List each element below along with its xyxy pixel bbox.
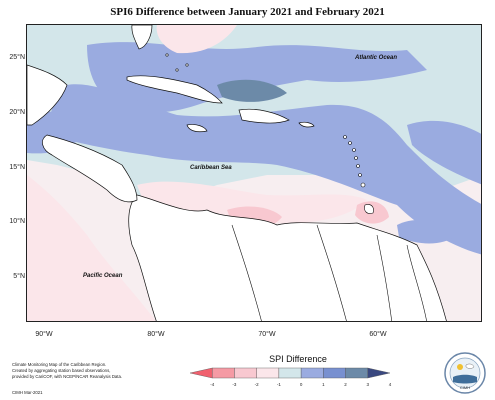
map-title: SPI6 Difference between January 2021 and… [110,6,385,18]
legend-tick-label: 1 [322,382,325,387]
cuba-land [126,75,223,104]
credit-text: Climate Monitoring Map of the Caribbean … [12,362,172,380]
legend-swatch [300,367,324,379]
credit-line-3: provided by CariCOF, with NCEP/NCAR Rean… [12,374,123,379]
lat-tick-10n: 10°N [9,218,25,225]
legend-tick-label: -4 [210,382,215,387]
legend-swatch [345,367,368,379]
label-caribbean-sea: Caribbean Sea [190,165,232,171]
south-america-land [128,194,447,321]
legend-tick-label: -3 [232,382,237,387]
legend-tick-label: -2 [254,382,259,387]
lesser-antilles [165,53,374,214]
lat-tick-15n: 15°N [9,164,25,171]
legend-swatch [212,367,235,379]
positive-zone-east [407,120,481,185]
hispaniola-land [238,108,290,124]
logo-text: CIMH [460,385,470,390]
legend-swatch [323,367,346,379]
credit-line-1: Climate Monitoring Map of the Caribbean … [12,362,107,367]
jamaica-land [186,124,208,133]
legend-swatch [234,367,257,379]
legend-swatch [367,367,391,379]
lat-tick-25n: 25°N [9,54,25,61]
lon-tick-70w: 70°W [258,331,276,338]
map-panel [26,24,482,322]
lon-tick-80w: 80°W [147,331,165,338]
lon-tick-90w: 90°W [35,331,53,338]
positive-zone-guiana [397,219,457,244]
country-borders [231,224,427,321]
lon-tick-60w: 60°W [369,331,387,338]
legend-tick-label: 3 [366,382,370,387]
puerto-rico-land [298,121,315,128]
legend-tick-label: 2 [344,382,347,387]
negative-zone-north [156,25,237,54]
label-pacific-ocean: Pacific Ocean [83,273,123,279]
legend-swatch [189,367,213,379]
lat-tick-20n: 20°N [9,109,25,116]
lat-tick-5n: 5°N [13,273,25,280]
spi-difference-map [27,25,481,321]
florida-land [131,25,153,50]
central-america-land [42,134,138,203]
positive-zone-central [47,84,481,255]
cimh-logo: CIMH [444,352,486,394]
legend-title: SPI Difference [269,354,327,364]
legend-tick-label: 4 [388,382,392,387]
legend-swatch [278,367,302,379]
legend-tick-label: -1 [276,382,281,387]
positive-zone-north [87,42,427,113]
legend-colorbar [189,367,391,379]
negative-zone-pacific [27,175,156,321]
credit-line-2: Created by aggregating station based obs… [12,368,111,373]
label-atlantic-ocean: Atlantic Ocean [355,55,398,61]
credit-code: CIMH Mar-2021 [12,390,43,395]
legend-swatch [256,367,280,379]
legend-tick-label: 0 [299,382,303,387]
strong-positive-zone [217,79,287,102]
yucatan-land [27,64,68,126]
